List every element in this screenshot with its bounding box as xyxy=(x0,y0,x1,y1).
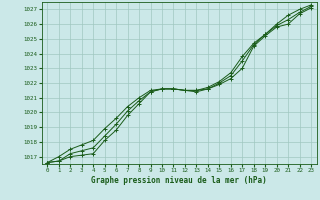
X-axis label: Graphe pression niveau de la mer (hPa): Graphe pression niveau de la mer (hPa) xyxy=(91,176,267,185)
